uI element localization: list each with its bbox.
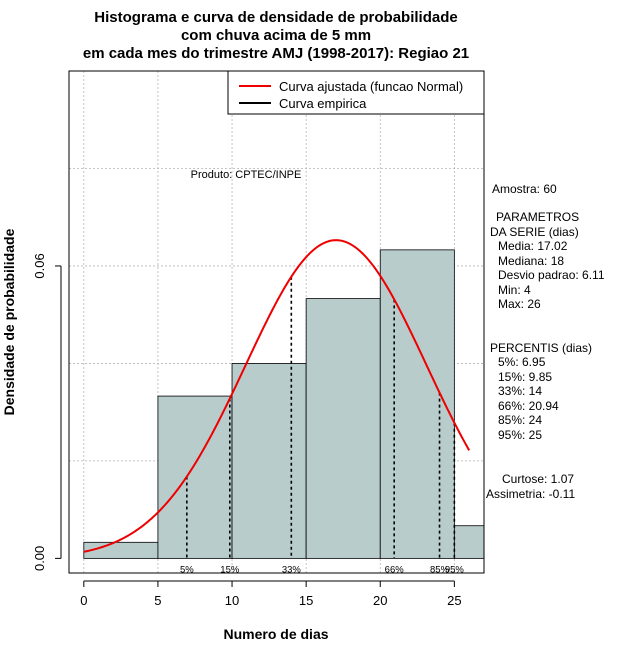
fitted-curve-group <box>83 239 471 553</box>
y-tick-label: 0.06 <box>32 253 47 278</box>
percentile-label: 95% <box>445 564 465 575</box>
param-media: Media: 17.02 <box>498 239 568 253</box>
histogram-bar <box>83 541 159 559</box>
sample-size: Amostra: 60 <box>492 182 557 196</box>
legend: Curva ajustada (funcao Normal) Curva emp… <box>227 70 485 115</box>
percentile-label: 66% <box>385 564 405 575</box>
percentis-title: PERCENTIS (dias) <box>490 341 592 355</box>
percentile-label: 5% <box>180 564 194 575</box>
percentil-66: 66%: 20.94 <box>498 399 559 413</box>
chart-title-line-2: com chuva acima de 5 mm <box>181 27 371 44</box>
percentil-15: 15%: 9.85 <box>498 370 552 384</box>
percentile-labels: 5% 15% 33% 66% 85%95% <box>180 564 464 575</box>
param-mediana: Mediana: 18 <box>498 254 564 268</box>
y-tick-label: 0.00 <box>32 546 47 571</box>
params-title-2: DA SERIE (dias) <box>490 225 579 239</box>
x-tick-label: 5 <box>154 593 161 608</box>
histogram-bar <box>453 525 485 559</box>
x-tick-label: 0 <box>80 593 87 608</box>
y-axis: 0.00 0.06 <box>32 253 62 571</box>
percentil-5: 5%: 6.95 <box>498 355 546 369</box>
legend-fitted-label: Curva ajustada (funcao Normal) <box>279 79 463 94</box>
percentile-label: 85% <box>430 564 450 575</box>
chart-title-line-3: em cada mes do trimestre AMJ (1998-2017)… <box>83 45 469 62</box>
x-tick-label: 10 <box>225 593 239 608</box>
kurtosis: Curtose: 1.07 <box>502 472 574 486</box>
x-tick-label: 15 <box>299 593 313 608</box>
percentile-label: 33% <box>282 564 302 575</box>
x-axis: 0 5 10 15 20 25 <box>80 580 462 608</box>
x-tick-label: 20 <box>373 593 387 608</box>
param-max: Max: 26 <box>498 297 541 311</box>
param-min: Min: 4 <box>498 283 531 297</box>
legend-box <box>227 70 485 115</box>
percentil-85: 85%: 24 <box>498 413 542 427</box>
x-axis-title: Numero de dias <box>223 626 328 642</box>
legend-empirical-label: Curva empirica <box>279 96 367 111</box>
percentil-95: 95%: 25 <box>498 428 542 442</box>
skewness: Assimetria: -0.11 <box>486 487 575 501</box>
histogram-bar <box>305 298 381 559</box>
histogram-bar <box>379 249 455 559</box>
y-axis-title: Densidade de probabilidade <box>1 228 17 415</box>
percentile-lines <box>186 276 456 559</box>
fitted-normal-curve <box>83 239 471 553</box>
histogram-bar <box>157 395 233 559</box>
product-annotation: Produto: CPTEC/INPE <box>191 169 302 181</box>
x-tick-label: 25 <box>447 593 461 608</box>
params-title-1: PARAMETROS <box>496 210 579 224</box>
stats-panel: Amostra: 60 PARAMETROS DA SERIE (dias) M… <box>486 182 605 501</box>
percentile-label: 15% <box>220 564 240 575</box>
param-desvio: Desvio padrao: 6.11 <box>498 268 605 282</box>
histogram-bars <box>83 249 485 559</box>
percentil-33: 33%: 14 <box>498 384 542 398</box>
histogram-bar <box>231 363 307 559</box>
chart-title-line-1: Histograma e curva de densidade de proba… <box>94 9 457 26</box>
